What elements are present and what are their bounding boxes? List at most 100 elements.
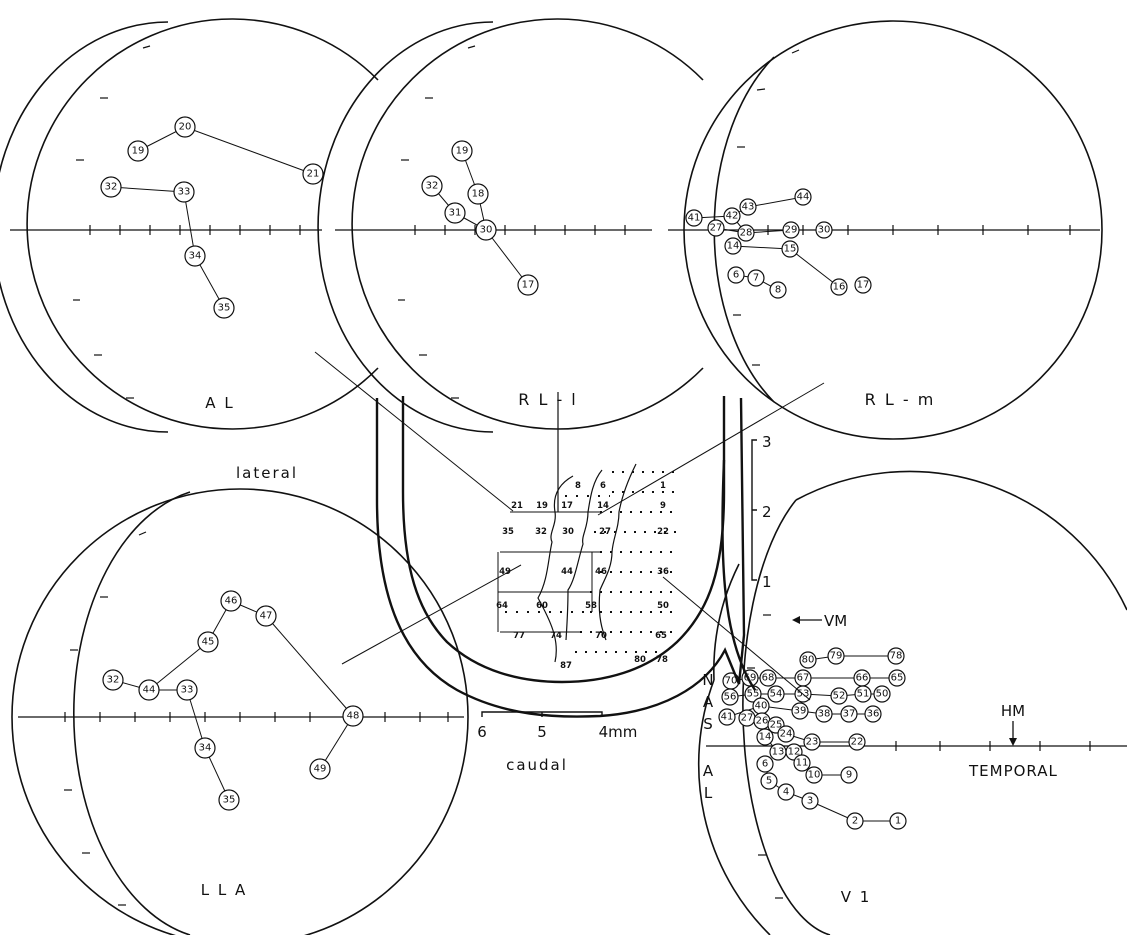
- receptive-field-circle: [830, 278, 848, 296]
- temporal-label: TEMPORAL: [968, 762, 1058, 780]
- receptive-field-number: 47: [260, 611, 273, 622]
- receptive-field-circle: [723, 207, 741, 225]
- grid-number: 74: [550, 631, 562, 641]
- vertical-scale-bar: 3 2 1: [751, 433, 772, 591]
- receptive-field-number: 42: [726, 211, 739, 222]
- panel-label-al: A L: [205, 394, 234, 412]
- receptive-field-number: 35: [218, 303, 231, 314]
- receptive-field-circle: [801, 792, 819, 810]
- horizontal-scale-bar: 6 5 4mm: [477, 711, 637, 741]
- grid-number: 78: [656, 655, 668, 665]
- grid-number: 70: [595, 631, 607, 641]
- hm-annotation: HM: [1001, 702, 1025, 746]
- receptive-field-circle: [840, 705, 858, 723]
- receptive-field-number: 30: [480, 225, 493, 236]
- receptive-field-number: 27: [741, 713, 754, 724]
- grid-number: 19: [536, 501, 548, 511]
- receptive-field-number: 35: [223, 795, 236, 806]
- receptive-field-circle: [213, 297, 235, 319]
- field-link: [265, 615, 354, 717]
- grid-number: 14: [597, 501, 609, 511]
- receptive-field-number: 50: [876, 689, 889, 700]
- receptive-field-number: 34: [199, 743, 212, 754]
- receptive-field-number: 15: [784, 244, 797, 255]
- horizontal-scale-tick: 5: [537, 723, 547, 741]
- grid-number: 87: [560, 661, 572, 671]
- graph-lla: 46 47 45 32 44 33 48 34 49 35: [102, 590, 364, 811]
- receptive-field-number: 36: [867, 709, 880, 720]
- receptive-field-number: 34: [189, 251, 202, 262]
- receptive-field-number: 11: [796, 758, 809, 769]
- grid-number: 30: [562, 527, 574, 537]
- grid-number: 21: [511, 501, 523, 511]
- receptive-field-circle: [475, 219, 497, 241]
- receptive-field-circle: [255, 605, 277, 627]
- receptive-field-number: 3: [807, 796, 813, 807]
- receptive-field-number: 68: [762, 673, 775, 684]
- receptive-field-circle: [138, 679, 160, 701]
- globe-rl-m: [668, 20, 1103, 440]
- receptive-field-number: 19: [456, 146, 469, 157]
- panel-al: 20 19 21 32 33 34 35 A L: [0, 18, 379, 433]
- receptive-field-number: 27: [710, 223, 723, 234]
- receptive-field-number: 65: [891, 673, 904, 684]
- receptive-field-number: 51: [857, 689, 870, 700]
- receptive-field-number: 20: [179, 122, 192, 133]
- receptive-field-number: 70: [725, 676, 738, 687]
- receptive-field-number: 66: [856, 673, 869, 684]
- field-link: [110, 186, 185, 193]
- receptive-field-number: 28: [740, 228, 753, 239]
- receptive-field-circle: [889, 812, 907, 830]
- grid-number: 64: [496, 601, 508, 611]
- receptive-field-circle: [781, 240, 799, 258]
- grid-number: 80: [634, 655, 646, 665]
- receptive-field-number: 32: [426, 181, 439, 192]
- receptive-field-number: 6: [762, 759, 768, 770]
- receptive-field-circle: [888, 669, 906, 687]
- receptive-field-circle: [864, 705, 882, 723]
- graph-rl-l: 19 32 18 31 30 17: [421, 140, 539, 296]
- receptive-field-circle: [739, 198, 757, 216]
- vm-annotation: VM: [792, 612, 847, 630]
- caudal-label: caudal: [506, 756, 568, 774]
- receptive-field-circle: [102, 669, 124, 691]
- receptive-field-number: 32: [107, 675, 120, 686]
- receptive-field-circle: [421, 175, 443, 197]
- ticks-al: [73, 45, 301, 399]
- receptive-field-circle: [782, 221, 800, 239]
- grid-number: 50: [657, 601, 669, 611]
- receptive-field-number: 46: [225, 596, 238, 607]
- receptive-field-circle: [220, 590, 242, 612]
- grid-number: 1: [660, 481, 666, 491]
- receptive-field-circle: [830, 687, 848, 705]
- grid-number: 46: [595, 567, 607, 577]
- receptive-field-number: 14: [759, 732, 772, 743]
- ticks-rl-l: [398, 45, 626, 399]
- panel-rl-l: 19 32 18 31 30 17 R L - l: [317, 18, 704, 433]
- receptive-field-number: 32: [105, 182, 118, 193]
- lateral-label: lateral: [236, 464, 298, 482]
- grid-number: 77: [513, 631, 525, 641]
- receptive-field-circle: [747, 269, 765, 287]
- receptive-field-circle: [174, 116, 196, 138]
- receptive-field-circle: [815, 221, 833, 239]
- globe-al: [0, 18, 379, 433]
- receptive-field-number: 17: [522, 280, 535, 291]
- receptive-field-circle: [194, 737, 216, 759]
- receptive-field-number: 48: [347, 711, 360, 722]
- receptive-field-circle: [467, 183, 489, 205]
- grid-number: 17: [561, 501, 573, 511]
- receptive-field-number: 7: [753, 273, 759, 284]
- receptive-field-circle: [756, 728, 774, 746]
- receptive-field-circle: [793, 754, 811, 772]
- receptive-field-number: 44: [143, 685, 156, 696]
- receptive-field-circle: [718, 708, 736, 726]
- nasal-letter: N: [702, 671, 713, 689]
- receptive-field-number: 22: [851, 737, 864, 748]
- globe-lla: [11, 488, 469, 935]
- receptive-field-circle: [173, 181, 195, 203]
- receptive-field-circle: [805, 766, 823, 784]
